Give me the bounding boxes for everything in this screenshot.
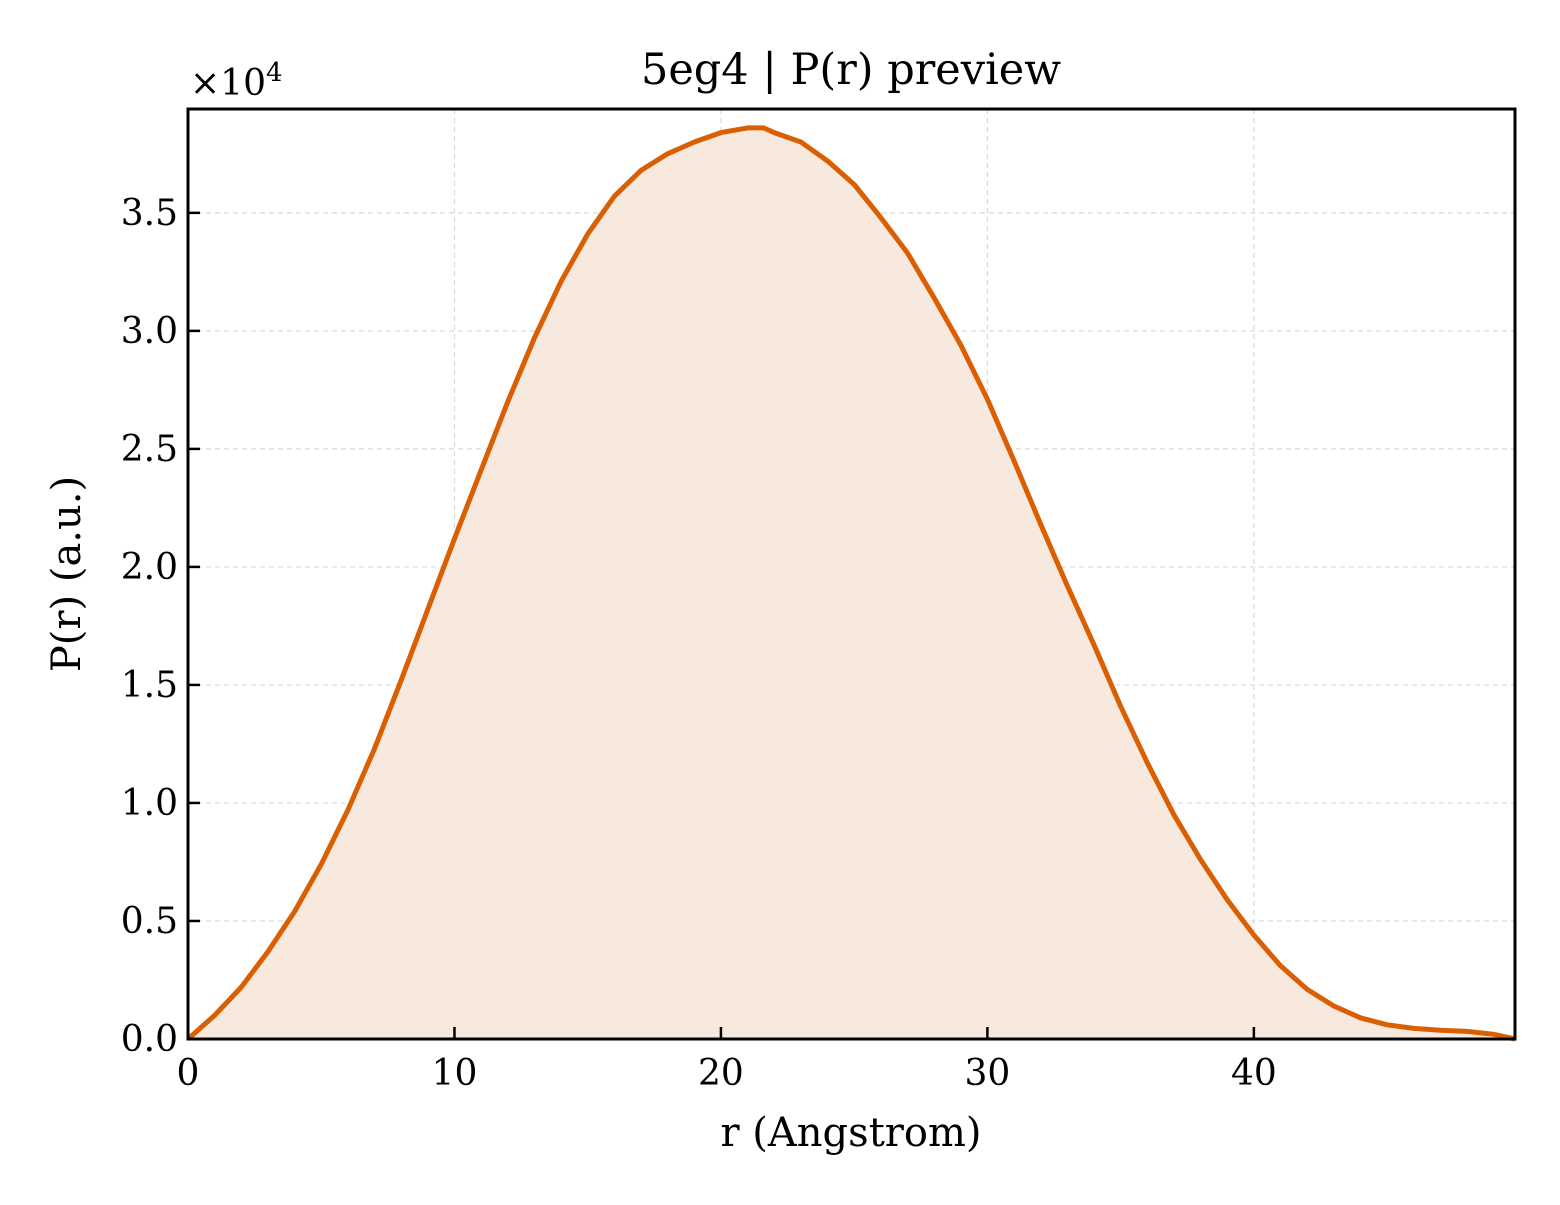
- x-tick-label: 40: [1231, 1053, 1277, 1094]
- series-line: [186, 125, 1516, 1042]
- x-tick-label: 20: [698, 1053, 744, 1094]
- y-tick-label: 2.0: [121, 547, 178, 588]
- y-tick-label: 3.5: [121, 193, 178, 234]
- y-tick-label: 3.0: [121, 311, 178, 352]
- tick-label-layer: 0 10 20 30 40 0.0 0.5 1.0 1.5 2.0 2.5 3.0 3.5: [121, 193, 1277, 1094]
- tick-layer: [186, 211, 1256, 1041]
- y-tick-label: 0.5: [121, 901, 178, 942]
- y-tick-label: 1.0: [121, 783, 178, 824]
- y-tick-label: 0.0: [121, 1019, 178, 1060]
- x-tick-label: 10: [432, 1053, 478, 1094]
- x-tick-label: 0: [177, 1053, 200, 1094]
- x-axis-label: r (Angstrom): [720, 1110, 981, 1156]
- y-axis-multiplier: ×104: [190, 58, 283, 104]
- x-tick-label: 30: [964, 1053, 1010, 1094]
- y-axis-multiplier-base: ×10: [190, 63, 266, 104]
- y-tick-label: 1.5: [121, 665, 178, 706]
- plot-frame: [186, 107, 1517, 1041]
- y-axis-label: P(r) (a.u.): [44, 476, 90, 672]
- chart-title: 5eg4 | P(r) preview: [641, 45, 1061, 95]
- series-area-fill: [188, 127, 1515, 1039]
- y-axis-multiplier-exponent: 4: [266, 58, 283, 88]
- y-tick-label: 2.5: [121, 429, 178, 470]
